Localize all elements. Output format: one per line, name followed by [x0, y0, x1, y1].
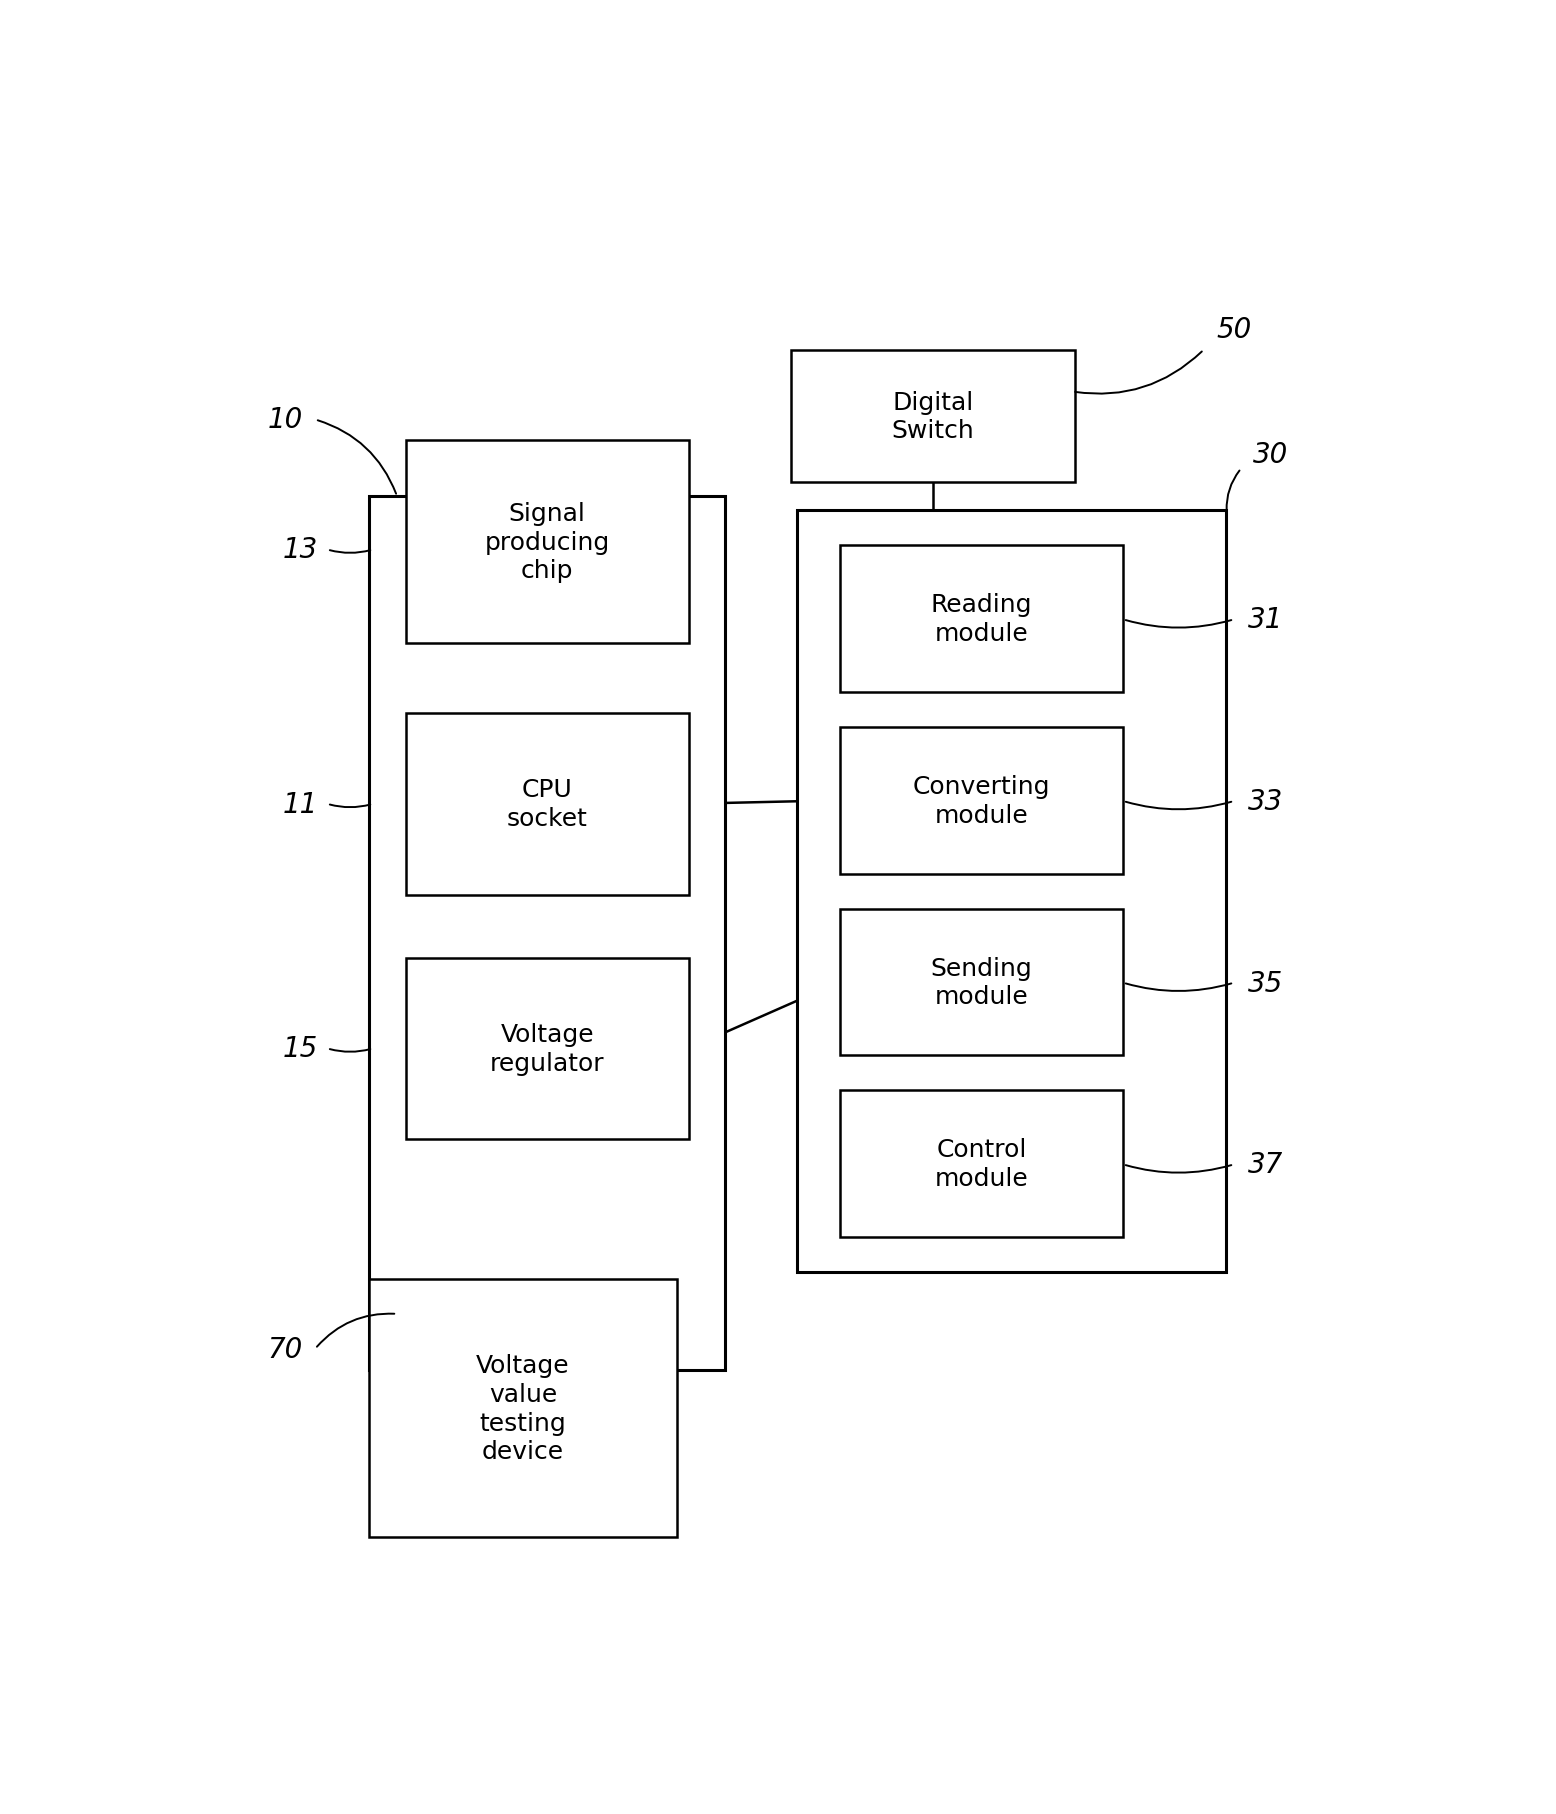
Text: 33: 33 [1248, 787, 1284, 816]
Text: 50: 50 [1217, 316, 1251, 343]
Bar [369, 497, 725, 1370]
Text: 11: 11 [283, 791, 319, 818]
Text: 35: 35 [1248, 969, 1284, 998]
Text: Sending
module: Sending module [930, 956, 1032, 1009]
Text: CPU
socket: CPU socket [507, 778, 588, 831]
Bar [840, 1090, 1123, 1237]
Text: Voltage
value
testing
device: Voltage value testing device [476, 1353, 569, 1464]
Bar [840, 727, 1123, 874]
Bar [406, 958, 689, 1139]
Text: 30: 30 [1253, 441, 1288, 470]
Text: 10: 10 [268, 406, 302, 434]
Text: 31: 31 [1248, 606, 1284, 633]
Text: 37: 37 [1248, 1150, 1284, 1179]
Text: Voltage
regulator: Voltage regulator [490, 1023, 605, 1076]
Text: Control
module: Control module [935, 1137, 1029, 1190]
Text: 15: 15 [283, 1034, 319, 1063]
Text: 70: 70 [268, 1335, 302, 1362]
Bar [406, 441, 689, 644]
Bar [792, 350, 1075, 483]
Bar [406, 713, 689, 894]
Text: Reading
module: Reading module [930, 593, 1032, 646]
Text: Signal
producing
chip: Signal producing chip [484, 502, 610, 582]
Bar [840, 909, 1123, 1056]
Text: Digital
Switch: Digital Switch [892, 390, 974, 443]
Bar [840, 546, 1123, 693]
Bar [797, 512, 1226, 1272]
Text: Converting
module: Converting module [913, 775, 1050, 827]
Bar [369, 1279, 677, 1538]
Text: 13: 13 [283, 537, 319, 564]
